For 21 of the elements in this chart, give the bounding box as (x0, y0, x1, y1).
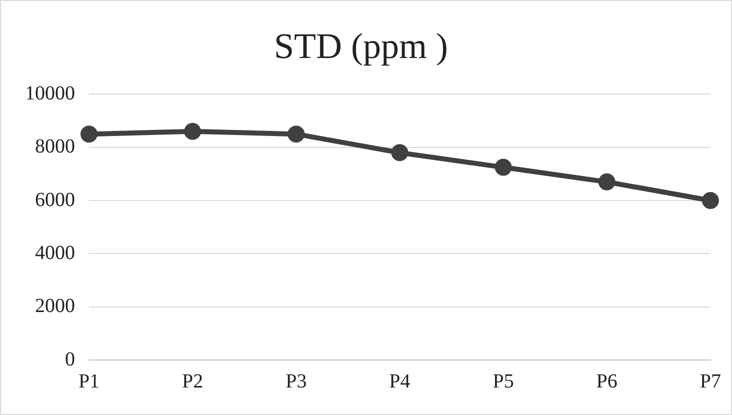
point (80, 126, 98, 143)
x-tick-label: P7 (700, 370, 721, 392)
x-tick-label: P4 (389, 370, 410, 392)
point (184, 122, 202, 140)
x-tick-label: P6 (596, 370, 618, 392)
point (391, 144, 408, 162)
y-tick-label: 10000 (25, 82, 75, 104)
point (598, 173, 616, 190)
y-tick-label: 0 (65, 348, 75, 370)
y-tick-label: 8000 (35, 136, 75, 158)
y-tick-label: 2000 (35, 295, 75, 318)
chart-title: STD (ppm ) (274, 26, 448, 66)
point (702, 192, 719, 210)
point (494, 158, 512, 176)
x-tick-label: P3 (286, 370, 307, 392)
y-tick-label: 4000 (35, 242, 75, 264)
y-tick-label: 6000 (35, 188, 75, 211)
point (288, 126, 305, 143)
x-tick-label: P5 (492, 370, 514, 392)
x-tick-label: P1 (78, 370, 100, 392)
x-tick-label: P2 (182, 370, 204, 392)
